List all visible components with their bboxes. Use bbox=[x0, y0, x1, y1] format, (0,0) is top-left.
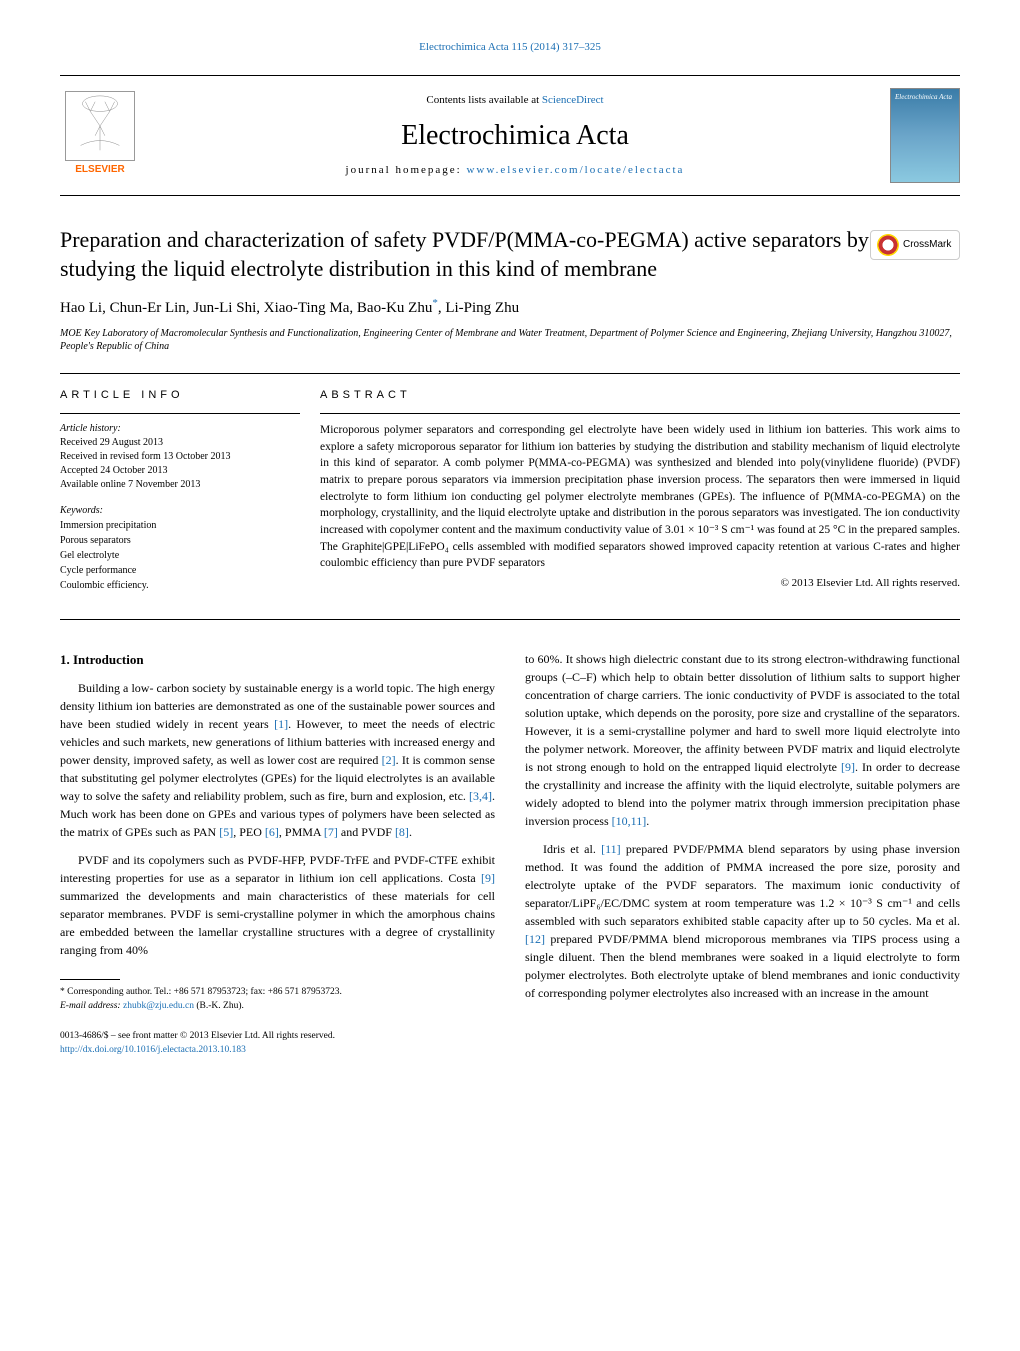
article-title: Preparation and characterization of safe… bbox=[60, 226, 960, 283]
author-list: Hao Li, Chun-Er Lin, Jun-Li Shi, Xiao-Ti… bbox=[60, 296, 960, 319]
affiliation: MOE Key Laboratory of Macromolecular Syn… bbox=[60, 327, 960, 353]
history-revised: Received in revised form 13 October 2013 bbox=[60, 450, 300, 464]
body-paragraph: Idris et al. [11] prepared PVDF/PMMA ble… bbox=[525, 840, 960, 1002]
journal-header: ELSEVIER Contents lists available at Sci… bbox=[60, 75, 960, 196]
keyword-item: Immersion precipitation bbox=[60, 518, 300, 533]
right-column: to 60%. It shows high dielectric constan… bbox=[525, 650, 960, 1058]
ref-link[interactable]: [5] bbox=[219, 825, 233, 839]
ref-link[interactable]: [11] bbox=[601, 842, 621, 856]
journal-cover[interactable]: Electrochimica Acta bbox=[890, 88, 960, 183]
keywords-label: Keywords: bbox=[60, 504, 300, 518]
footer-meta: 0013-4686/$ – see front matter © 2013 El… bbox=[60, 1029, 495, 1058]
ref-link[interactable]: [2] bbox=[382, 753, 396, 767]
intro-heading: 1. Introduction bbox=[60, 650, 495, 670]
info-abstract-section: ARTICLE INFO Article history: Received 2… bbox=[60, 373, 960, 620]
crossmark-badge[interactable]: CrossMark bbox=[870, 230, 960, 260]
doi-link[interactable]: http://dx.doi.org/10.1016/j.electacta.20… bbox=[60, 1045, 246, 1055]
ref-link[interactable]: [8] bbox=[395, 825, 409, 839]
ref-link[interactable]: [9] bbox=[841, 760, 855, 774]
footnote-text: Corresponding author. Tel.: +86 571 8795… bbox=[65, 987, 342, 997]
ref-link[interactable]: [12] bbox=[525, 932, 545, 946]
article-info-heading: ARTICLE INFO bbox=[60, 388, 300, 403]
keyword-item: Coulombic efficiency. bbox=[60, 578, 300, 593]
journal-name: Electrochimica Acta bbox=[140, 116, 890, 155]
elsevier-tree-icon bbox=[65, 91, 135, 161]
ref-link[interactable]: [10,11] bbox=[612, 814, 647, 828]
keyword-item: Gel electrolyte bbox=[60, 548, 300, 563]
title-block: CrossMark Preparation and characterizati… bbox=[60, 226, 960, 352]
abstract-copyright: © 2013 Elsevier Ltd. All rights reserved… bbox=[320, 576, 960, 591]
ref-link[interactable]: [6] bbox=[265, 825, 279, 839]
header-center: Contents lists available at ScienceDirec… bbox=[140, 93, 890, 179]
elsevier-label: ELSEVIER bbox=[75, 163, 124, 177]
journal-homepage: journal homepage: www.elsevier.com/locat… bbox=[140, 163, 890, 178]
abstract-column: ABSTRACT Microporous polymer separators … bbox=[320, 388, 960, 605]
email-tail: (B.-K. Zhu). bbox=[194, 1001, 244, 1011]
keywords-block: Keywords: Immersion precipitation Porous… bbox=[60, 504, 300, 593]
citation-link[interactable]: Electrochimica Acta 115 (2014) 317–325 bbox=[419, 41, 601, 53]
body-columns: 1. Introduction Building a low- carbon s… bbox=[60, 650, 960, 1058]
sciencedirect-link[interactable]: ScienceDirect bbox=[542, 94, 604, 106]
body-paragraph: Building a low- carbon society by sustai… bbox=[60, 679, 495, 841]
citation-header: Electrochimica Acta 115 (2014) 317–325 bbox=[60, 40, 960, 55]
history-label: Article history: bbox=[60, 422, 300, 436]
left-column: 1. Introduction Building a low- carbon s… bbox=[60, 650, 495, 1058]
email-label: E-mail address: bbox=[60, 1001, 123, 1011]
history-received: Received 29 August 2013 bbox=[60, 436, 300, 450]
contents-available: Contents lists available at ScienceDirec… bbox=[140, 93, 890, 108]
authors-tail: , Li-Ping Zhu bbox=[438, 300, 519, 316]
keyword-item: Cycle performance bbox=[60, 563, 300, 578]
issn-line: 0013-4686/$ – see front matter © 2013 El… bbox=[60, 1029, 495, 1043]
corresponding-footnote: * Corresponding author. Tel.: +86 571 87… bbox=[60, 986, 495, 1013]
crossmark-label: CrossMark bbox=[903, 238, 951, 252]
homepage-link[interactable]: www.elsevier.com/locate/electacta bbox=[466, 164, 684, 176]
cover-title: Electrochimica Acta bbox=[891, 89, 959, 107]
keywords-list: Immersion precipitation Porous separator… bbox=[60, 518, 300, 593]
body-paragraph: to 60%. It shows high dielectric constan… bbox=[525, 650, 960, 830]
authors-main: Hao Li, Chun-Er Lin, Jun-Li Shi, Xiao-Ti… bbox=[60, 300, 432, 316]
ref-link[interactable]: [9] bbox=[481, 871, 495, 885]
ref-link[interactable]: [7] bbox=[324, 825, 338, 839]
crossmark-icon bbox=[877, 234, 899, 256]
abstract-text: Microporous polymer separators and corre… bbox=[320, 422, 960, 572]
ref-link[interactable]: [3,4] bbox=[469, 789, 492, 803]
contents-prefix: Contents lists available at bbox=[426, 94, 541, 106]
abstract-heading: ABSTRACT bbox=[320, 388, 960, 403]
ref-link[interactable]: [1] bbox=[274, 717, 288, 731]
article-history: Article history: Received 29 August 2013… bbox=[60, 422, 300, 492]
history-online: Available online 7 November 2013 bbox=[60, 478, 300, 492]
article-info-column: ARTICLE INFO Article history: Received 2… bbox=[60, 388, 320, 605]
history-accepted: Accepted 24 October 2013 bbox=[60, 464, 300, 478]
footnote-separator bbox=[60, 979, 120, 980]
keyword-item: Porous separators bbox=[60, 533, 300, 548]
email-link[interactable]: zhubk@zju.edu.cn bbox=[123, 1001, 194, 1011]
publisher-logo[interactable]: ELSEVIER bbox=[60, 91, 140, 181]
homepage-label: journal homepage: bbox=[346, 164, 467, 176]
body-paragraph: PVDF and its copolymers such as PVDF-HFP… bbox=[60, 851, 495, 959]
